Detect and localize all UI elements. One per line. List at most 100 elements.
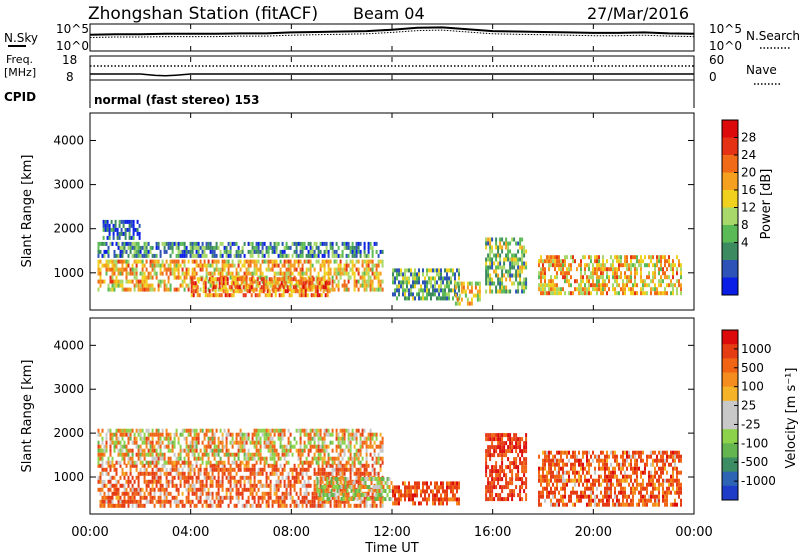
heatmap-cell [456, 497, 458, 502]
heatmap-cell [115, 503, 118, 508]
heatmap-cell [255, 432, 258, 437]
heatmap-cell [191, 463, 194, 468]
heatmap-cell [265, 432, 268, 437]
heatmap-cell [136, 227, 139, 232]
heatmap-cell [297, 452, 300, 457]
heatmap-cell [319, 241, 322, 246]
heatmap-cell [195, 241, 198, 246]
heatmap-cell [538, 259, 540, 264]
heatmap-cell [229, 440, 232, 445]
heatmap-cell [189, 460, 192, 465]
heatmap-cell [245, 259, 248, 264]
heatmap-cell [103, 467, 106, 472]
heatmap-cell [99, 452, 102, 457]
heatmap-cell [525, 281, 528, 286]
heatmap-cell [273, 241, 276, 246]
heatmap-cell [485, 453, 488, 458]
heatmap-cell [181, 259, 184, 264]
heatmap-cell [572, 486, 574, 491]
heatmap-cell [584, 486, 586, 491]
heatmap-cell [111, 475, 114, 480]
heatmap-cell [109, 483, 112, 488]
heatmap-cell [119, 283, 122, 288]
heatmap-cell [351, 241, 354, 246]
heatmap-cell [282, 289, 285, 294]
heatmap-cell [359, 463, 362, 468]
heatmap-cell [165, 483, 168, 488]
heatmap-cell [548, 470, 550, 475]
heatmap-cell [223, 444, 226, 449]
heatmap-cell [141, 267, 144, 272]
heatmap-cell [478, 293, 481, 298]
heatmap-cell [123, 471, 126, 476]
heatmap-cell [177, 471, 180, 476]
heatmap-cell [165, 475, 168, 480]
heatmap-cell [123, 487, 126, 492]
heatmap-cell [207, 279, 210, 284]
heatmap-cell [495, 285, 498, 290]
heatmap-cell [203, 259, 206, 264]
heatmap-cell [211, 428, 214, 433]
heatmap-cell [381, 499, 384, 504]
heatmap-cell [307, 436, 310, 441]
heatmap-cell [600, 283, 602, 288]
heatmap-cell [570, 454, 572, 459]
heatmap-cell [566, 275, 568, 280]
heatmap-cell [327, 475, 330, 480]
heatmap-cell [113, 448, 116, 453]
heatmap-cell [598, 462, 600, 467]
heatmap-cell [328, 493, 331, 497]
heatmap-cell [315, 428, 318, 433]
heatmap-cell [434, 284, 436, 289]
heatmap-cell [566, 470, 568, 475]
heatmap-cell [592, 267, 594, 272]
heatmap-cell [111, 283, 114, 288]
heatmap-cell [109, 279, 112, 284]
heatmap-cell [336, 489, 339, 493]
heatmap-cell [317, 463, 320, 468]
heatmap-cell [495, 469, 498, 474]
heatmap-cell [269, 241, 272, 246]
heatmap-cell [151, 432, 154, 437]
heatmap-cell [548, 458, 550, 463]
heatmap-cell [119, 267, 122, 272]
heatmap-cell [102, 235, 105, 240]
heatmap-cell [147, 271, 150, 276]
heatmap-cell [349, 452, 352, 457]
heatmap-cell [127, 287, 130, 292]
heatmap-cell [414, 280, 416, 285]
heatmap-cell [363, 259, 366, 264]
heatmap-cell [107, 267, 110, 272]
heatmap-cell [448, 481, 450, 486]
heatmap-cell [352, 497, 355, 501]
heatmap-cell [600, 458, 602, 463]
heatmap-cell [428, 288, 430, 293]
heatmap-cell [130, 219, 133, 224]
heatmap-cell [440, 493, 442, 498]
heatmap-cell [602, 263, 604, 268]
heatmap-cell [297, 253, 300, 258]
heatmap-cell [256, 277, 259, 282]
heatmap-cell [362, 477, 365, 481]
heatmap-cell [255, 245, 258, 250]
heatmap-cell [215, 491, 218, 496]
heatmap-cell [155, 428, 158, 433]
heatmap-cell [440, 288, 442, 293]
heatmap-cell [225, 444, 228, 449]
heatmap-cell [598, 474, 600, 479]
heatmap-cell [608, 482, 610, 487]
heatmap-cell [363, 249, 366, 254]
heatmap-cell [495, 445, 498, 450]
heatmap-cell [452, 493, 454, 498]
heatmap-cell [392, 276, 394, 281]
heatmap-cell [327, 444, 330, 449]
heatmap-cell [201, 503, 204, 508]
heatmap-cell [642, 279, 644, 284]
heatmap-cell [303, 259, 306, 264]
heatmap-cell [344, 477, 347, 481]
heatmap-cell [167, 448, 170, 453]
heatmap-cell [243, 479, 246, 484]
freq-tick-bottom: 8 [66, 70, 74, 84]
heatmap-cell [525, 461, 528, 466]
heatmap-cell [221, 448, 224, 453]
